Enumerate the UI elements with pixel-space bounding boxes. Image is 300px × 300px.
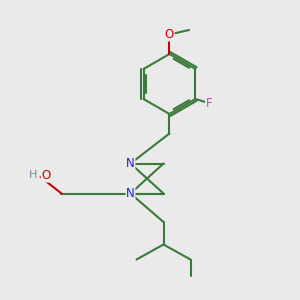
Text: N: N	[126, 157, 135, 170]
Text: F: F	[206, 97, 212, 110]
Text: H: H	[29, 170, 38, 181]
Text: O: O	[41, 169, 50, 182]
Text: N: N	[126, 187, 135, 200]
Text: O: O	[165, 28, 174, 41]
